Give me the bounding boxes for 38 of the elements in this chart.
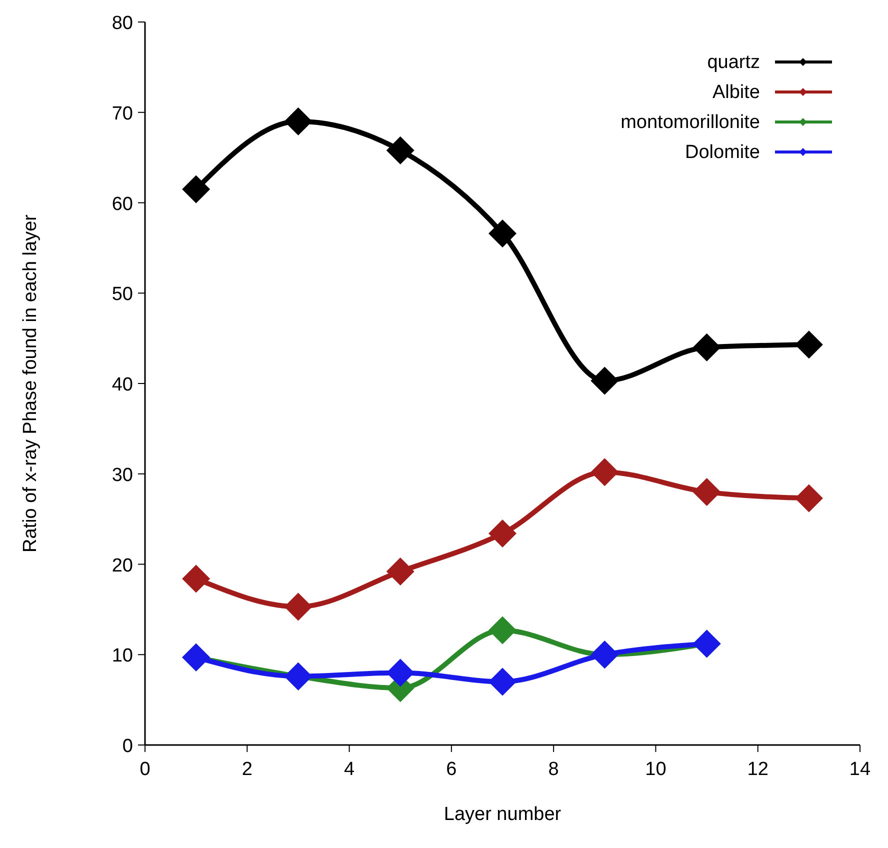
point — [284, 592, 312, 621]
point — [794, 484, 823, 512]
point — [488, 616, 516, 644]
legend-label: Albite — [712, 82, 760, 103]
y-tick-label: 40 — [112, 374, 133, 396]
point — [284, 107, 312, 136]
point — [590, 366, 619, 395]
point — [488, 668, 516, 696]
point — [692, 333, 721, 362]
point — [182, 564, 210, 593]
x-tick-label: 0 — [140, 759, 150, 780]
y-tick-label: 20 — [112, 555, 133, 576]
legend-label: Dolomite — [685, 142, 760, 163]
point — [488, 219, 516, 248]
y-tick-label: 10 — [112, 646, 133, 667]
x-tick-label: 6 — [446, 759, 457, 780]
y-tick-label: 0 — [122, 736, 133, 757]
point — [488, 520, 516, 548]
point — [590, 458, 619, 486]
point — [386, 557, 414, 586]
point — [386, 136, 414, 164]
legend-label: quartz — [707, 52, 760, 73]
y-tick-label: 50 — [112, 284, 133, 306]
y-axis-title: Ratio of x-ray Phase found in each layer — [20, 214, 41, 552]
y-tick-label: 60 — [112, 194, 133, 215]
x-tick-label: 4 — [344, 759, 355, 780]
x-tick-label: 12 — [747, 759, 768, 780]
point — [692, 478, 721, 506]
y-tick-label: 30 — [112, 464, 133, 486]
x-tick-label: 8 — [548, 759, 559, 780]
x-tick-label: 2 — [242, 759, 252, 780]
x-tick-label: 10 — [645, 759, 666, 780]
point — [182, 175, 210, 204]
y-tick-label: 80 — [112, 13, 133, 34]
x-tick-label: 14 — [849, 759, 871, 780]
x-axis-title: Layer number — [444, 804, 562, 825]
y-tick-label: 70 — [112, 103, 133, 124]
legend-label: montomorillonite — [620, 112, 760, 133]
